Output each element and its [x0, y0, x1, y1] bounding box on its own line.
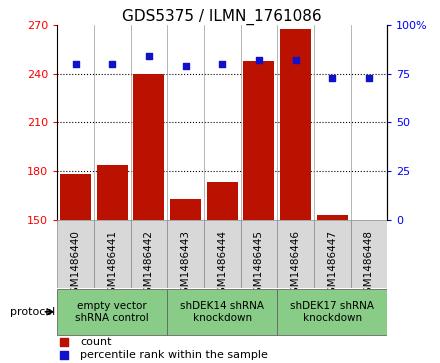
Text: GSM1486442: GSM1486442 — [144, 230, 154, 300]
Text: empty vector
shRNA control: empty vector shRNA control — [75, 301, 149, 323]
Bar — [57, 289, 167, 335]
Bar — [241, 220, 277, 287]
Bar — [314, 220, 351, 287]
Point — [365, 75, 372, 81]
Text: count: count — [81, 337, 112, 347]
Text: GSM1486441: GSM1486441 — [107, 230, 117, 300]
Bar — [317, 215, 348, 220]
Point — [60, 339, 67, 345]
Bar — [243, 61, 275, 220]
Text: percentile rank within the sample: percentile rank within the sample — [81, 350, 268, 360]
Bar — [277, 220, 314, 287]
Bar — [57, 220, 94, 287]
Point — [145, 54, 152, 60]
Bar — [207, 182, 238, 220]
Text: GSM1486444: GSM1486444 — [217, 230, 227, 300]
Text: GSM1486443: GSM1486443 — [180, 230, 191, 300]
Text: GSM1486447: GSM1486447 — [327, 230, 337, 300]
Text: GSM1486445: GSM1486445 — [254, 230, 264, 300]
Point — [182, 63, 189, 69]
Point — [60, 352, 67, 358]
Bar — [280, 29, 311, 220]
Bar — [167, 289, 277, 335]
Bar — [204, 220, 241, 287]
Point — [292, 57, 299, 63]
Point — [72, 61, 79, 67]
Text: shDEK14 shRNA
knockdown: shDEK14 shRNA knockdown — [180, 301, 264, 323]
Point — [109, 61, 116, 67]
Text: protocol: protocol — [10, 307, 55, 317]
Text: shDEK17 shRNA
knockdown: shDEK17 shRNA knockdown — [290, 301, 374, 323]
Bar — [277, 289, 387, 335]
Point — [329, 75, 336, 81]
Bar — [133, 74, 165, 220]
Bar — [131, 220, 167, 287]
Bar — [60, 174, 91, 220]
Title: GDS5375 / ILMN_1761086: GDS5375 / ILMN_1761086 — [122, 9, 322, 25]
Point — [255, 57, 262, 63]
Text: GSM1486446: GSM1486446 — [290, 230, 301, 300]
Bar — [351, 220, 387, 287]
Text: GSM1486448: GSM1486448 — [364, 230, 374, 300]
Point — [219, 61, 226, 67]
Bar — [167, 220, 204, 287]
Bar — [94, 220, 131, 287]
Text: GSM1486440: GSM1486440 — [70, 230, 81, 299]
Bar — [170, 199, 201, 220]
Bar — [97, 164, 128, 220]
